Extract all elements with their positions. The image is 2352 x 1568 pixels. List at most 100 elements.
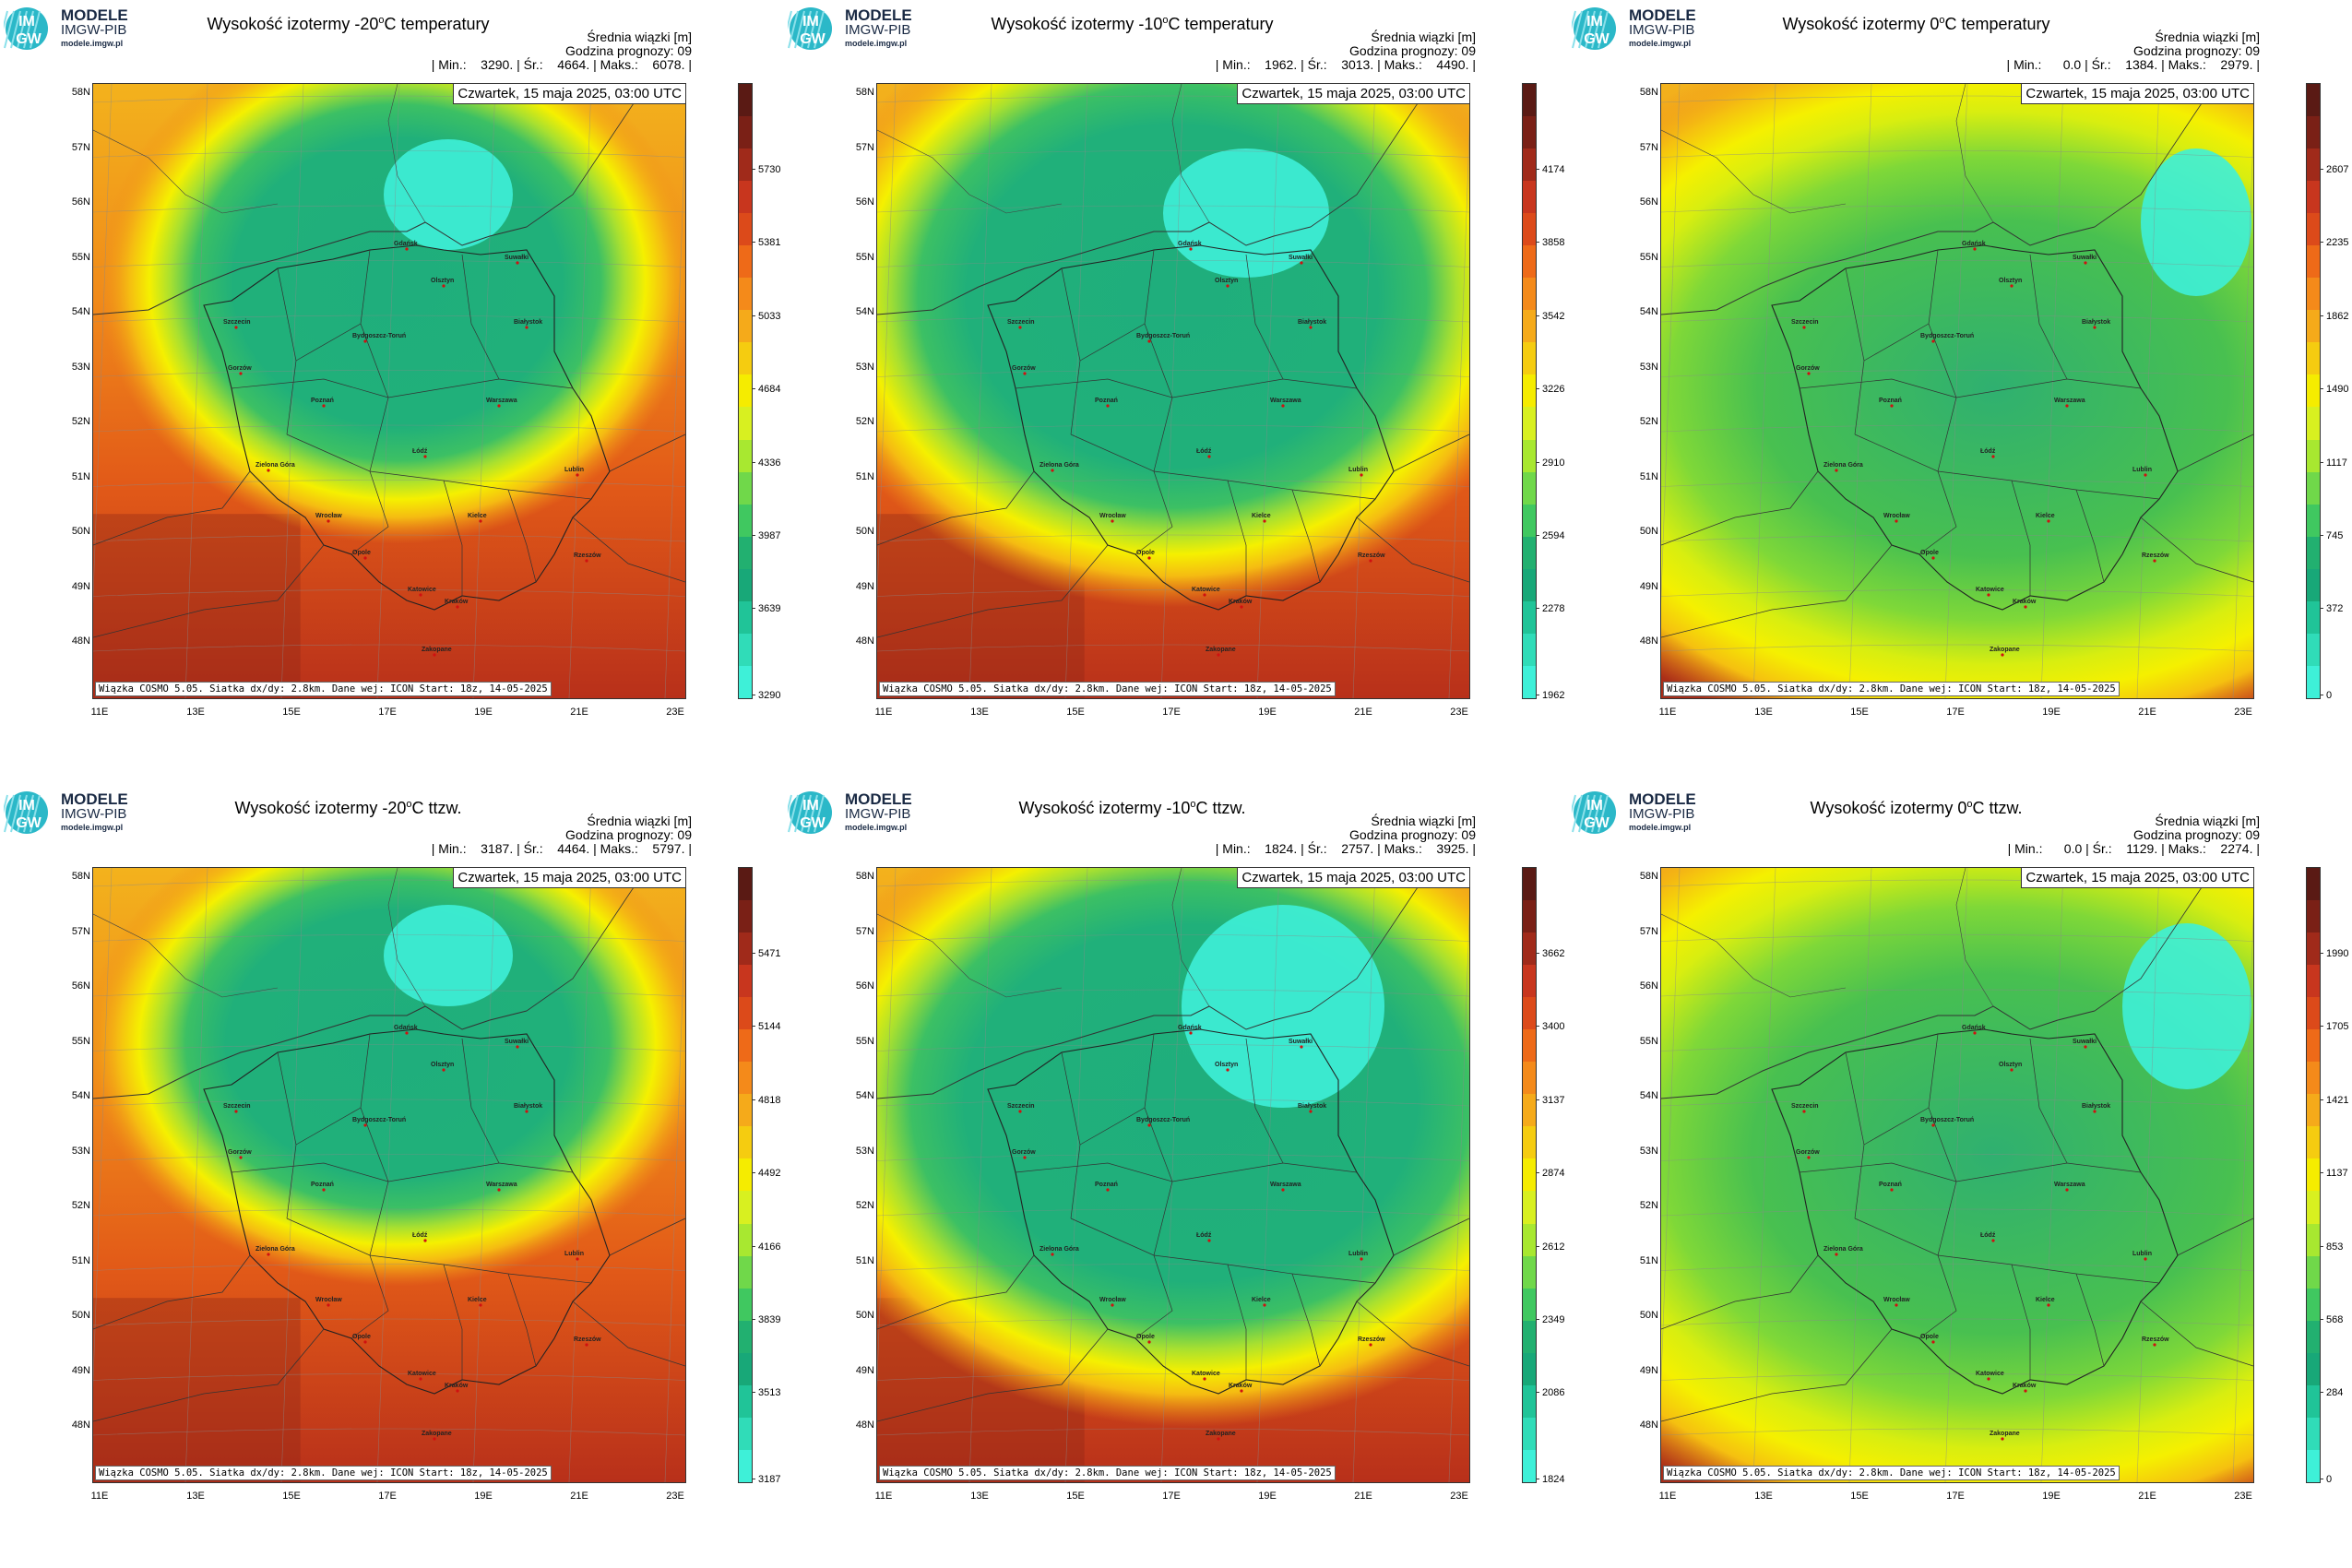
city-marker [1309,326,1313,329]
imgw-logo-mark: IMGW [1572,791,1616,834]
city-label: Rzeszów [574,552,601,559]
city-label: Łódź [1196,1232,1212,1239]
city-marker [1240,1389,1243,1393]
colorbar-segment [739,1320,752,1353]
city-marker [2047,519,2050,523]
colorbar-segment [1523,1094,1536,1127]
longitude-label: 19E [474,707,493,718]
colorbar-segment [1523,213,1536,246]
city-label: Wrocław [315,513,342,519]
map-area: Gdańsk Olsztyn Suwałki Szczecin Bydgoszcz-To… [92,83,686,699]
city-label: Gdańsk [394,1025,418,1031]
colorbar-segment [2307,1158,2320,1192]
city-label: Rzeszów [574,1336,601,1343]
latitude-label: 50N [855,1310,874,1321]
panel-title-main: Wysokość izotermy -10 [991,15,1163,33]
colorbar-segment [739,1062,752,1095]
latitude-label: 54N [1639,1090,1658,1101]
latitude-label: 53N [855,361,874,373]
latitude-label: 53N [855,1145,874,1157]
colorbar-segment [2307,1126,2320,1159]
longitude-label: 15E [1850,707,1869,718]
city-label: Zielona Góra [1039,462,1079,469]
latitude-label: 55N [71,1035,90,1047]
city-label: Szczecin [1007,1103,1035,1110]
city-marker [516,1045,519,1049]
colorbar-segment [739,342,752,375]
city-marker [1106,1188,1110,1192]
colorbar-segment [1523,932,1536,966]
city-marker [234,326,238,329]
latitude-label: 50N [1639,1310,1658,1321]
city-label: Olsztyn [1999,278,2023,284]
city-label: Rzeszów [2142,552,2169,559]
colorbar-segment [739,600,752,634]
longitude-label: 19E [2042,1491,2061,1502]
city-marker [2047,1303,2050,1307]
latitude-label: 50N [1639,526,1658,537]
stats-values: | Min.: 0.0 | Śr.: 1129. | Maks.: 2274. … [2007,841,2260,856]
city-label: Suwałki [505,1039,529,1045]
city-label: Suwałki [1289,1039,1313,1045]
degree-sign: o [1190,799,1196,810]
panel-title-main: Wysokość izotermy -20 [207,15,379,33]
colorbar-segment [1523,1191,1536,1224]
colorbar-segment [2307,1094,2320,1127]
city-marker [239,1156,243,1159]
colorbar-segment [739,1449,752,1482]
longitude-label: 11E [90,1491,109,1502]
panel-title: Wysokość izotermy -20oC ttzw. [148,795,549,817]
colorbar-segment [739,439,752,472]
city-marker [419,1377,422,1381]
forecast-hour: Godzina prognozy: 09 [1349,43,1476,58]
longitude-label: 15E [1066,707,1085,718]
city-label: Zielona Góra [1823,1246,1863,1253]
city-marker [2001,1437,2004,1441]
colorbar-segment [1523,665,1536,698]
city-marker [1051,469,1054,472]
colorbar-segment [1523,439,1536,472]
city-marker [1217,1437,1220,1441]
longitude-label: 17E [378,707,397,718]
city-marker [2084,261,2087,265]
city-label: Łódź [1980,448,1996,455]
city-marker [322,404,326,408]
logo-url: modele.imgw.pl [61,39,124,48]
longitude-label: 15E [282,707,301,718]
longitude-label: 17E [1162,1491,1181,1502]
map-area: Gdańsk Olsztyn Suwałki Szczecin Bydgoszcz-To… [1660,83,2254,699]
colorbar-segment [2307,868,2320,901]
colorbar-tick-label: 284 [2319,1387,2344,1399]
city-label: Opole [1136,1334,1155,1340]
longitude-label: 17E [1162,707,1181,718]
city-marker [1263,1303,1266,1307]
city-marker [1147,556,1151,560]
city-label: Zakopane [1990,647,2020,653]
longitude-label: 23E [666,1491,684,1502]
colorbar-tick-label: 3987 [751,530,781,541]
city-marker [576,1257,579,1261]
colorbar-segment [739,245,752,279]
latitude-label: 56N [1639,980,1658,992]
colorbar-segment [1523,374,1536,408]
logo-line-1: MODELE [1629,790,1696,808]
latitude-label: 57N [71,141,90,153]
colorbar-tick-label: 745 [2319,530,2344,541]
forecast-date: Czwartek, 15 maja 2025, 03:00 UTC [1237,84,1469,104]
colorbar-segment [739,1384,752,1418]
colorbar-segment [739,536,752,569]
latitude-label: 53N [71,361,90,373]
colorbar-segment [2307,1191,2320,1224]
colorbar-tick-label: 4818 [751,1094,781,1106]
imgw-logo: IM GW MODELE IMGW-PIB modele.imgw.pl [1572,6,1710,52]
city-marker [1931,556,1935,560]
logo-url: modele.imgw.pl [1629,823,1692,832]
colorbar-tick-label: 3226 [1535,384,1565,396]
city-marker [2093,326,2097,329]
panel-title-main: Wysokość izotermy 0 [1782,15,1940,33]
colorbar-tick-label: 2910 [1535,457,1565,469]
forecast-date: Czwartek, 15 maja 2025, 03:00 UTC [1237,868,1469,888]
logo-line-1: MODELE [61,6,128,24]
colorbar-tick-label: 3542 [1535,310,1565,322]
city-marker [1991,455,1995,458]
